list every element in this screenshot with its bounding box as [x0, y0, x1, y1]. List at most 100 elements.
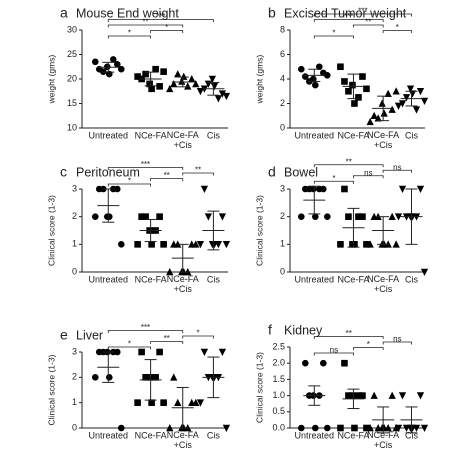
dot — [324, 72, 331, 79]
significance-label: ** — [195, 166, 201, 175]
y-tick-label: 0.5 — [272, 406, 285, 416]
dot — [218, 348, 227, 356]
significance-bracket — [313, 164, 384, 168]
dot — [192, 79, 200, 88]
x-tick-label: Untreated — [89, 430, 129, 440]
significance-bracket — [313, 180, 354, 184]
dot — [312, 81, 319, 89]
y-tick-label: 1 — [280, 239, 285, 249]
x-tick-label: NCe-FA — [337, 130, 369, 140]
x-tick-label: Untreated — [295, 130, 335, 140]
y-tick-label: 2.0 — [272, 358, 285, 368]
dot — [394, 102, 403, 110]
panel-title: Kidney — [284, 323, 323, 337]
dot — [355, 213, 362, 220]
significance-bracket — [107, 24, 184, 28]
x-tick-label: Cis — [207, 430, 220, 440]
y-tick-label: 2 — [72, 211, 77, 221]
significance-label: ** — [365, 18, 371, 27]
dot — [166, 84, 174, 93]
dot — [316, 63, 323, 71]
significance-label: * — [128, 29, 131, 38]
y-tick-label: 30 — [67, 24, 77, 34]
significance-bracket — [150, 30, 184, 33]
dot — [345, 392, 352, 399]
x-tick-label: Cis — [405, 274, 418, 284]
dot — [408, 424, 417, 432]
significance-label: *** — [141, 160, 150, 169]
y-tick-label: 0 — [280, 122, 285, 132]
dot — [113, 61, 121, 68]
significance-label: * — [128, 340, 131, 349]
dot — [298, 213, 305, 220]
dot — [316, 185, 323, 193]
x-tick-label: NCe-FA +Cis — [367, 130, 399, 150]
y-tick-label: 1 — [72, 239, 77, 249]
dot — [184, 82, 192, 90]
y-axis-label: weight (gms) — [254, 55, 264, 105]
y-tick-label: 0 — [72, 422, 77, 432]
dot — [160, 399, 167, 406]
dot — [370, 391, 378, 399]
dot — [152, 374, 159, 381]
significance-bracket — [107, 183, 152, 187]
dot — [91, 374, 99, 381]
dot — [222, 92, 231, 101]
dot — [160, 68, 167, 75]
dot — [363, 85, 370, 93]
dot — [170, 373, 178, 381]
dot — [366, 424, 374, 432]
significance-label: *** — [156, 12, 165, 21]
x-tick-label: Cis — [405, 430, 418, 440]
dot — [152, 65, 159, 73]
x-tick-label: NCe-FA +Cis — [167, 130, 199, 150]
dot — [117, 424, 125, 432]
dot — [138, 213, 145, 220]
dot — [408, 90, 417, 98]
y-tick-label: 1.0 — [272, 390, 285, 400]
significance-label: ns — [330, 346, 338, 355]
significance-bracket — [107, 167, 184, 170]
dot — [146, 374, 153, 381]
dot — [91, 58, 99, 66]
dot — [355, 94, 362, 101]
y-tick-label: 0.0 — [272, 422, 285, 432]
dot — [310, 75, 317, 83]
panel-letter: b — [268, 5, 276, 21]
y-tick-label: 10 — [67, 122, 77, 132]
dot — [148, 399, 155, 406]
dot — [363, 241, 370, 248]
y-axis-label: Clinical score (1-3) — [254, 352, 264, 423]
dot — [355, 392, 362, 399]
y-tick-label: 2 — [72, 372, 77, 382]
dot — [218, 90, 227, 98]
dot — [196, 399, 205, 407]
significance-bracket — [313, 336, 384, 339]
y-tick-label: 0 — [280, 266, 285, 276]
dot — [178, 77, 186, 85]
dot — [148, 85, 155, 93]
dot — [420, 268, 429, 276]
dot — [337, 424, 344, 432]
significance-label: ns — [393, 335, 401, 344]
dot — [359, 213, 366, 220]
dot — [180, 72, 188, 80]
significance-bracket — [313, 35, 354, 39]
significance-bracket — [182, 172, 214, 176]
significance-label: ** — [346, 329, 352, 338]
y-tick-label: 3 — [280, 183, 285, 193]
panel-title: Excised Tumor weight — [284, 6, 407, 20]
significance-label: *** — [358, 7, 367, 16]
dot — [156, 213, 163, 220]
significance-bracket — [107, 330, 184, 333]
dot — [359, 392, 366, 399]
significance-label: *** — [141, 323, 150, 332]
y-tick-label: 15 — [67, 98, 77, 108]
significance-bracket — [182, 335, 214, 339]
panel-letter: d — [268, 164, 276, 180]
dot — [380, 109, 388, 117]
dot — [218, 213, 227, 221]
dot — [214, 95, 223, 103]
y-tick-label: 25 — [67, 49, 77, 59]
significance-label: * — [197, 329, 200, 338]
